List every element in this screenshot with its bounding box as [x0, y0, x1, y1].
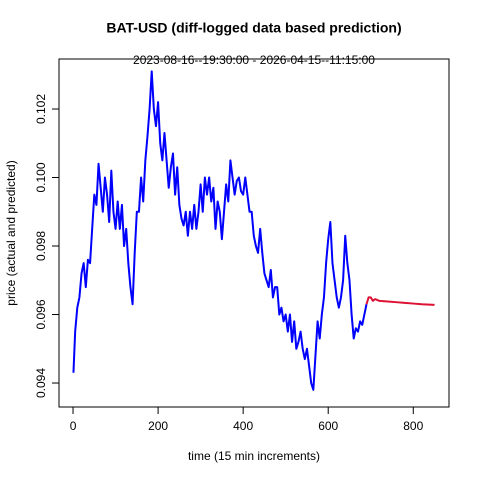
x-tick-label: 0	[70, 419, 77, 433]
y-tick-label: 0.096	[34, 299, 48, 329]
plot-box	[58, 58, 450, 408]
series-line	[72, 70, 368, 391]
y-tick-label: 0.100	[34, 162, 48, 192]
series-line	[365, 296, 435, 306]
x-tick-label: 600	[318, 419, 338, 433]
chart-title: BAT-USD (diff-logged data based predicti…	[106, 20, 401, 36]
y-tick-label: 0.098	[34, 231, 48, 261]
x-tick-label: 200	[148, 419, 168, 433]
x-axis-label: time (15 min increments)	[188, 449, 320, 463]
x-tick-label: 800	[403, 419, 423, 433]
y-tick-label: 0.094	[34, 368, 48, 398]
x-tick-label: 400	[233, 419, 253, 433]
chart-subtitle: 2023-08-16--19:30:00 - 2026-04-15--11:15…	[133, 53, 375, 67]
y-tick-label: 0.102	[34, 94, 48, 124]
y-axis-label: price (actual and predicted)	[4, 160, 18, 305]
